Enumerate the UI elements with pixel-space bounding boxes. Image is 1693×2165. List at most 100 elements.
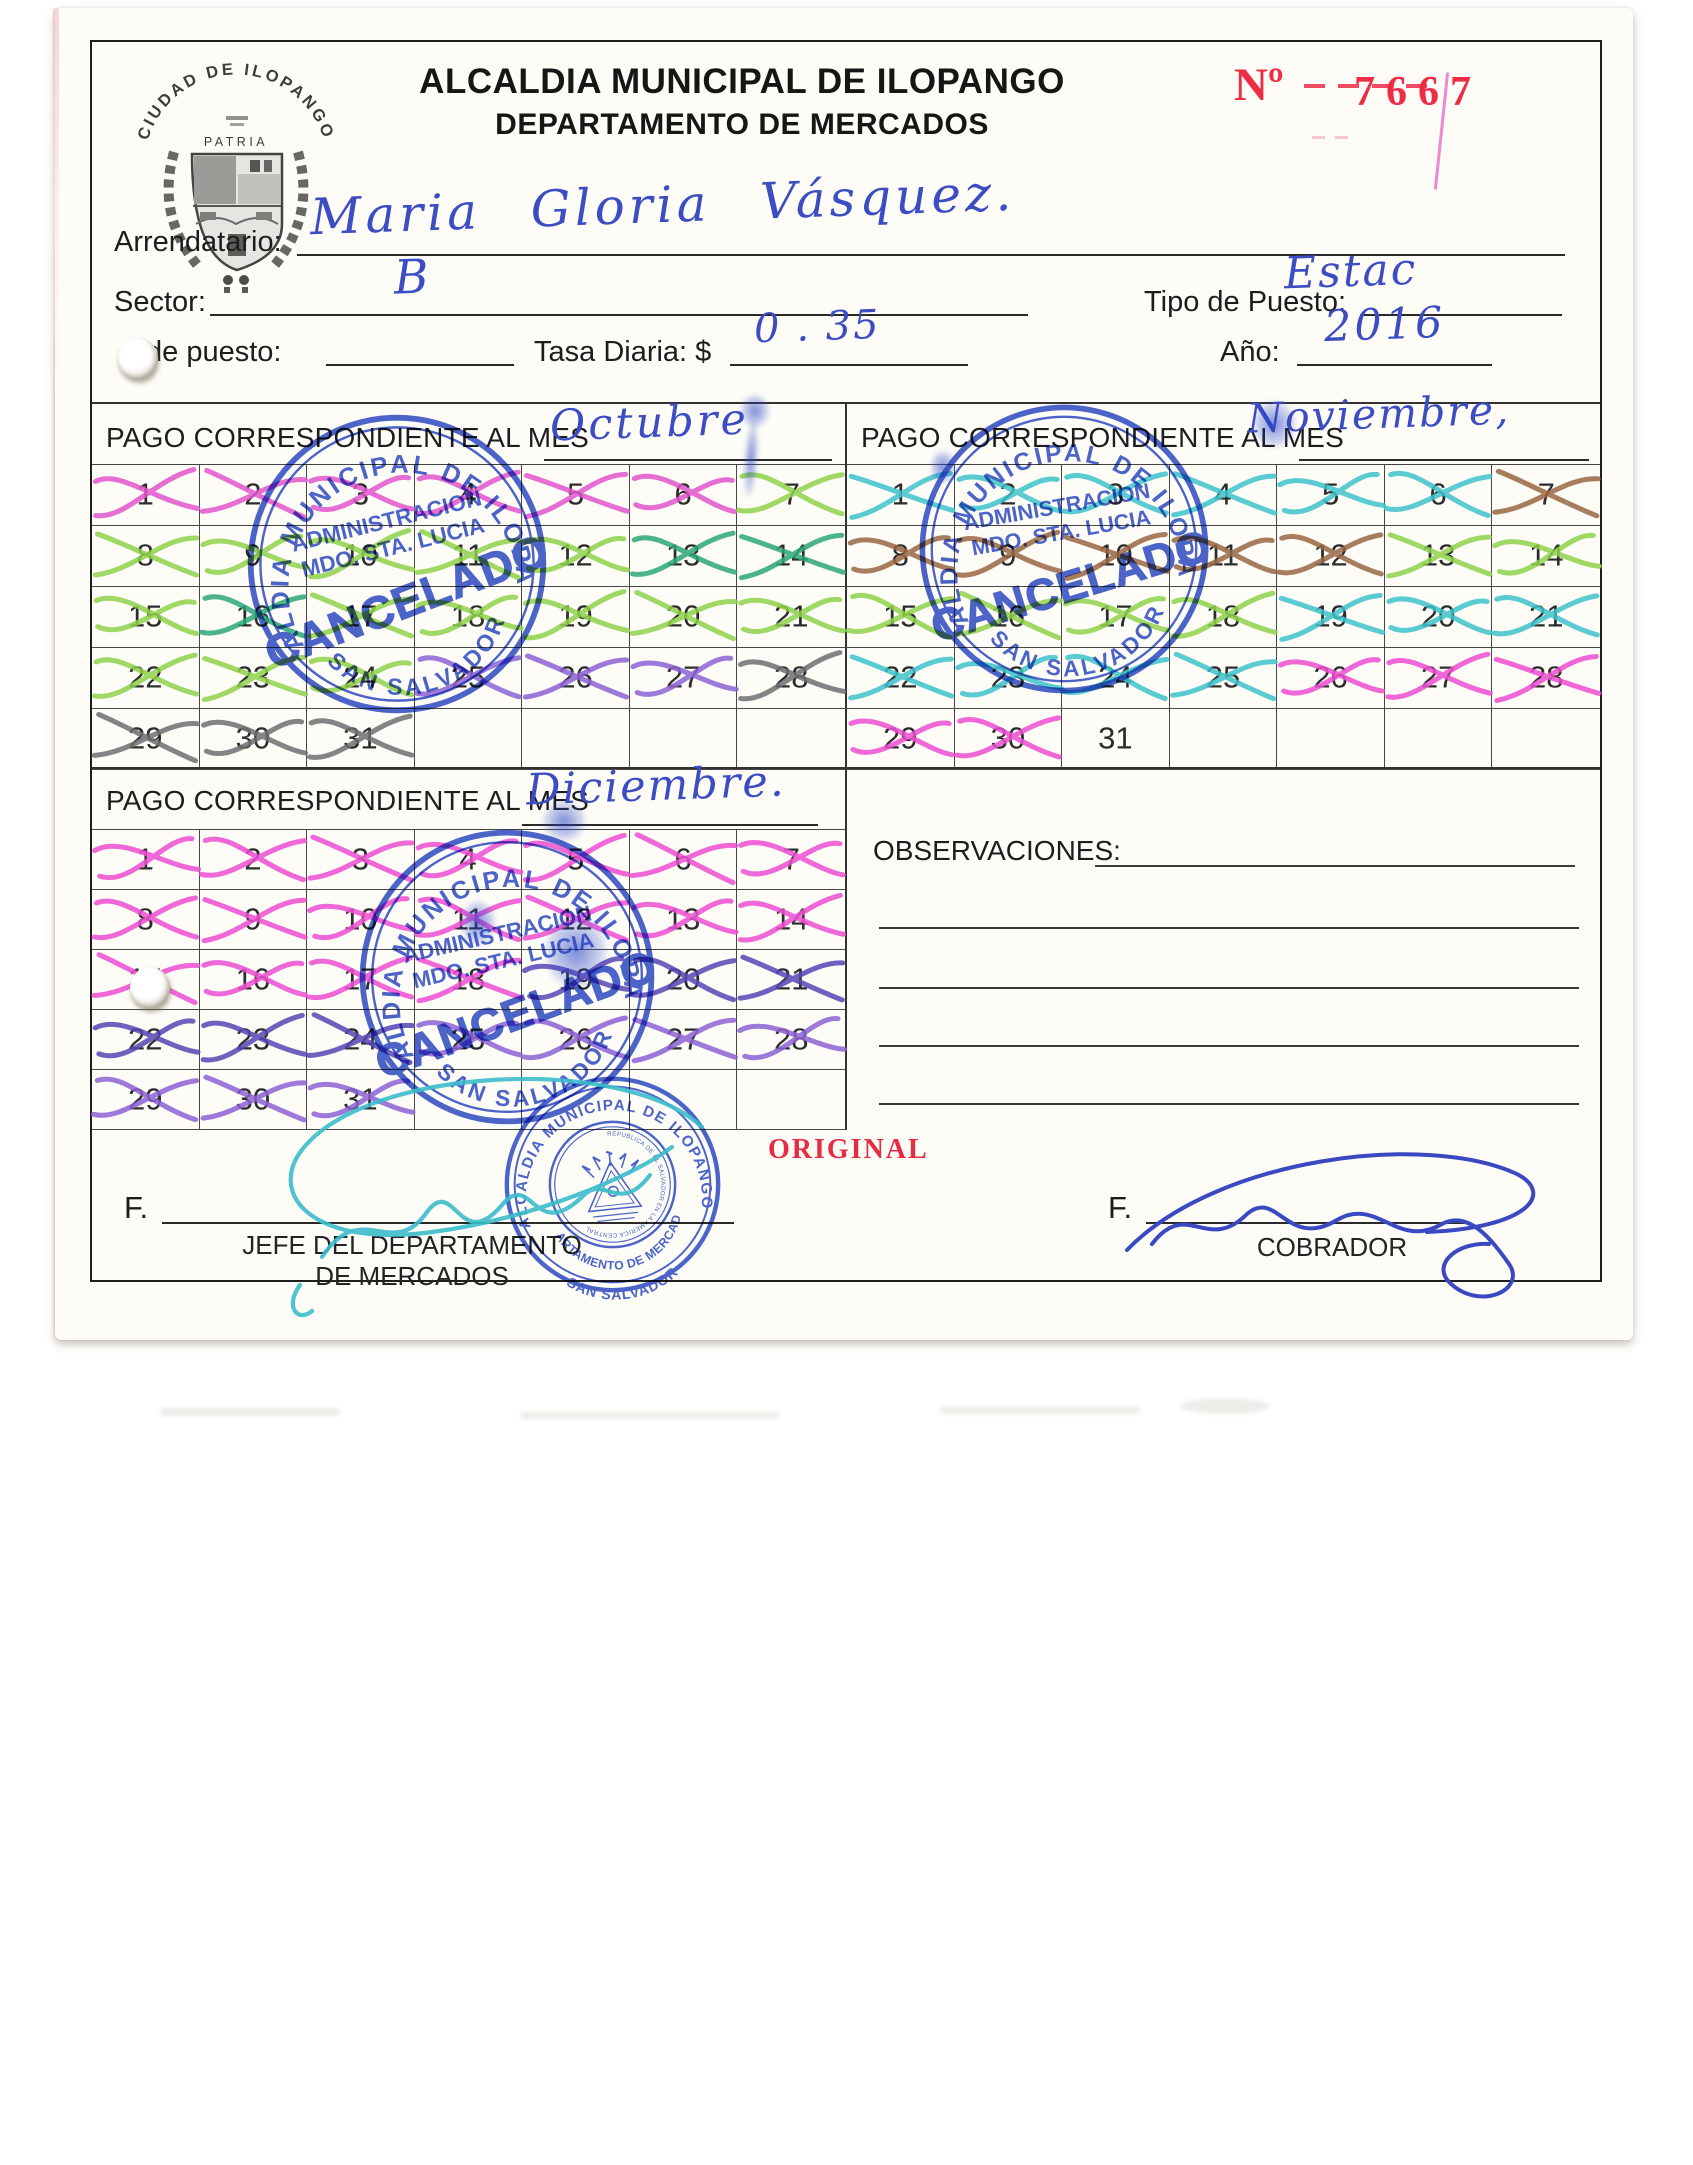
day-cell-0-21: 21 — [737, 587, 847, 648]
day-cell-1-11: 11 — [1169, 526, 1278, 587]
right-signature-prefix: F. — [1108, 1190, 1133, 1225]
day-cell-1-7: 7 — [1492, 465, 1602, 526]
day-cell-1-22: 22 — [847, 648, 955, 709]
day-cell-1-2: 2 — [954, 465, 1063, 526]
day-cell-2-21: 21 — [735, 950, 848, 1010]
day-cell-0-29: 29 — [89, 707, 203, 770]
payment-x-mark — [305, 709, 417, 767]
numero-puesto-line — [326, 364, 514, 366]
day-cell-1-31: 31 — [1062, 709, 1170, 770]
payment-x-mark — [1273, 584, 1387, 648]
day-cell-1-20: 20 — [1384, 587, 1493, 648]
day-cell-2-1: 1 — [92, 830, 202, 890]
day-cell-0-31: 31 — [307, 709, 415, 770]
observations-line — [879, 1103, 1579, 1105]
payment-x-mark — [519, 828, 633, 890]
payment-x-mark — [952, 709, 1064, 767]
day-cell-0-26: 26 — [522, 648, 630, 709]
payment-x-mark — [626, 462, 740, 526]
payment-x-mark — [196, 463, 310, 525]
day-cell-2-22: 22 — [90, 1010, 202, 1070]
day-cell-2-24: 24 — [306, 1010, 416, 1070]
cancelado-stamp-diciembre: ALCALDIA MUNICIPAL DE ILOPANGO SAN SALVAD… — [308, 776, 691, 1161]
arrendatario-label: Arrendatario: — [114, 226, 282, 258]
day-number: 31 — [1098, 720, 1133, 756]
payment-x-mark — [1274, 463, 1388, 525]
payment-x-mark — [1382, 526, 1494, 584]
observations-line — [879, 1045, 1579, 1047]
payment-x-mark — [305, 830, 417, 888]
left-signature-prefix: F. — [124, 1190, 149, 1225]
day-cell-1-28: 28 — [1492, 648, 1602, 709]
payment-x-mark — [197, 709, 309, 767]
logo-motto: PATRIA — [204, 135, 268, 149]
day-cell-2-20: 20 — [628, 950, 738, 1010]
payment-x-mark — [412, 1009, 525, 1069]
day-grid-noviembre: 1 2 3 4 5 6 7 8 9 10 11 12 13 14 15 16 17 18 19 20 21 22 23 24 2… — [845, 463, 1603, 770]
payment-x-mark — [411, 524, 525, 586]
day-cell-1-30: 30 — [952, 709, 1064, 770]
empty-cell — [737, 1070, 845, 1130]
day-cell-1-14: 14 — [1492, 526, 1603, 587]
payment-x-mark — [412, 949, 525, 1009]
day-cell-2-3: 3 — [307, 830, 415, 890]
hole-punch — [130, 967, 170, 1009]
left-signature-line — [162, 1222, 734, 1224]
payment-x-mark — [1489, 645, 1604, 709]
payment-x-mark — [90, 527, 201, 583]
day-cell-1-19: 19 — [1277, 587, 1386, 648]
day-cell-0-23: 23 — [199, 648, 308, 709]
panel-divider — [845, 402, 847, 1130]
payment-x-mark — [197, 889, 310, 949]
payment-x-mark — [626, 585, 740, 647]
tipo-puesto-line — [1360, 314, 1562, 316]
empty-cell — [629, 1070, 738, 1130]
day-cell-0-1: 1 — [92, 465, 201, 526]
payment-x-mark — [1275, 526, 1387, 584]
payment-x-mark — [305, 588, 416, 644]
payment-x-mark — [90, 1010, 202, 1068]
payment-x-mark — [735, 950, 848, 1008]
day-cell-1-9: 9 — [954, 526, 1063, 587]
payment-x-mark — [88, 827, 202, 891]
day-cell-0-6: 6 — [629, 465, 738, 526]
payment-x-mark — [89, 707, 203, 769]
day-cell-1-17: 17 — [1062, 587, 1171, 648]
payment-x-mark — [90, 648, 202, 706]
payment-x-mark — [303, 523, 417, 587]
day-cell-1-6: 6 — [1383, 465, 1493, 526]
day-cell-0-18: 18 — [414, 587, 524, 648]
payment-x-mark — [89, 1068, 203, 1130]
empty-cell — [737, 709, 845, 770]
day-cell-1-15: 15 — [845, 587, 955, 648]
day-cell-0-28: 28 — [737, 648, 847, 709]
payment-x-mark — [305, 951, 416, 1007]
payment-x-mark — [843, 584, 957, 648]
day-cell-1-27: 27 — [1384, 648, 1493, 709]
document-titles: ALCALDIA MUNICIPAL DE ILOPANGO DEPARTAME… — [362, 62, 1122, 142]
cobrador-signature — [1097, 1132, 1567, 1332]
payment-x-mark — [1489, 524, 1604, 586]
day-cell-0-27: 27 — [629, 648, 739, 709]
day-cell-0-14: 14 — [737, 526, 847, 587]
day-cell-0-12: 12 — [522, 526, 631, 587]
day-cell-2-28: 28 — [737, 1010, 848, 1070]
payment-x-mark — [412, 465, 524, 523]
payment-x-mark — [197, 586, 310, 646]
empty-cell — [414, 1070, 523, 1130]
day-cell-1-13: 13 — [1382, 526, 1494, 587]
serial-number-dashes — [1304, 84, 1427, 88]
day-cell-0-19: 19 — [522, 587, 631, 648]
empty-cell — [414, 709, 523, 770]
calendar-panel-noviembre: PAGO CORRESPONDIENTE AL MES Noviembre, 1… — [845, 385, 1603, 770]
day-cell-1-26: 26 — [1277, 648, 1386, 709]
payment-x-mark — [845, 527, 956, 583]
day-cell-1-3: 3 — [1061, 465, 1170, 526]
payment-x-mark — [520, 649, 631, 705]
sector-handwritten-value: B — [393, 249, 430, 306]
day-cell-2-26: 26 — [521, 1010, 630, 1070]
day-cell-1-8: 8 — [845, 526, 956, 587]
day-cell-0-8: 8 — [92, 526, 200, 587]
day-cell-2-8: 8 — [91, 890, 200, 950]
day-cell-0-30: 30 — [197, 709, 309, 770]
